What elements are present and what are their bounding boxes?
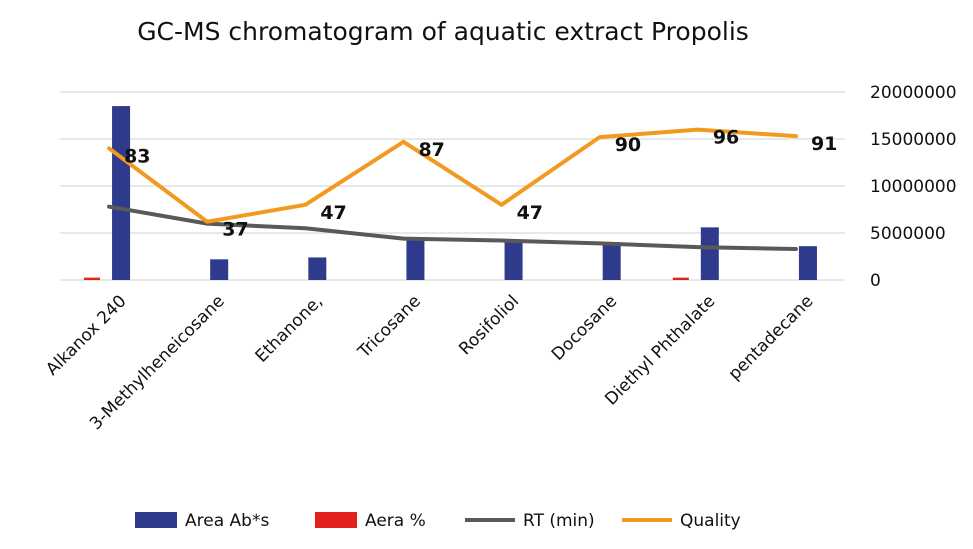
legend-label: Aera % bbox=[365, 511, 426, 531]
y-tick-label: 5000000 bbox=[870, 224, 946, 244]
quality-line bbox=[107, 127, 798, 224]
quality-data-label: 47 bbox=[517, 202, 543, 224]
category-label: Docosane bbox=[548, 291, 621, 364]
category-label: Ethanone, bbox=[252, 291, 327, 366]
series-lines bbox=[107, 127, 798, 251]
quality-data-label: 37 bbox=[222, 219, 248, 241]
category-label: Alkanox 240 bbox=[42, 291, 130, 379]
bar-area-ab bbox=[798, 246, 817, 280]
category-label: Tricosane bbox=[354, 291, 425, 362]
y-tick-label: 0 bbox=[870, 271, 881, 291]
bar-area-ab bbox=[504, 241, 523, 280]
bar-area-ab bbox=[602, 242, 621, 280]
category-label: Diethyl Phthalate bbox=[601, 291, 719, 409]
category-label: pentadecane bbox=[725, 291, 818, 384]
y-tick-label: 10000000 bbox=[870, 177, 957, 197]
quality-data-labels: 83 37 47 87 47 90 96 91 bbox=[124, 127, 837, 241]
category-label: Rosifoliol bbox=[455, 291, 523, 359]
bar-area-ab bbox=[210, 259, 229, 280]
legend-label: Quality bbox=[680, 511, 741, 531]
bar-area-ab bbox=[700, 227, 719, 280]
legend-label: RT (min) bbox=[523, 511, 595, 531]
quality-data-label: 87 bbox=[418, 139, 444, 161]
quality-data-label: 96 bbox=[713, 127, 739, 149]
legend-swatch bbox=[315, 512, 357, 528]
bar-area-percent bbox=[672, 277, 689, 280]
legend-label: Area Ab*s bbox=[185, 511, 269, 531]
area-bars bbox=[112, 106, 817, 280]
quality-data-label: 91 bbox=[811, 133, 837, 155]
bar-area-ab bbox=[406, 240, 425, 280]
quality-data-label: 90 bbox=[615, 134, 641, 156]
bar-area-ab bbox=[112, 106, 131, 280]
legend-swatch bbox=[135, 512, 177, 528]
quality-data-label: 83 bbox=[124, 145, 150, 167]
quality-data-label: 47 bbox=[320, 202, 346, 224]
rt-line bbox=[107, 204, 798, 251]
bar-area-percent bbox=[84, 277, 101, 280]
chart-title: GC-MS chromatogram of aquatic extract Pr… bbox=[137, 17, 749, 46]
y-axis-tick-labels: 0 5000000 10000000 15000000 20000000 bbox=[870, 83, 957, 291]
legend: Area Ab*s Aera % RT (min) Quality bbox=[135, 511, 741, 531]
percent-bars bbox=[84, 277, 689, 280]
bar-area-ab bbox=[308, 257, 327, 280]
gridlines bbox=[60, 91, 845, 281]
y-tick-label: 15000000 bbox=[870, 130, 957, 150]
y-tick-label: 20000000 bbox=[870, 83, 957, 103]
